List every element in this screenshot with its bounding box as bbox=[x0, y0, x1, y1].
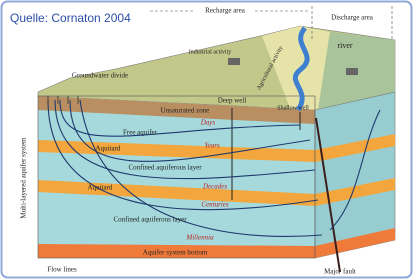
time-label: Days bbox=[200, 119, 216, 127]
fault-label: Major fault bbox=[324, 268, 356, 276]
layer-label: Aquitard bbox=[88, 184, 113, 192]
time-label: Decades bbox=[202, 183, 227, 191]
layer-label: Free aquifer bbox=[123, 129, 158, 137]
industrial-label: Industrial activity bbox=[189, 49, 232, 55]
time-label: Centuries bbox=[201, 201, 228, 209]
factory-icon bbox=[346, 68, 358, 75]
layer-label: Confined aquiferous layer bbox=[128, 164, 202, 172]
source: Quelle: Cornaton 2004 bbox=[10, 11, 131, 25]
discharge-area: Discharge area bbox=[331, 14, 374, 22]
side-label: Multi-layered aquifer system bbox=[20, 137, 28, 219]
recharge-area: Recharge area bbox=[205, 7, 246, 15]
deep-well-label: Deep well bbox=[218, 97, 247, 105]
river-label: river bbox=[337, 41, 352, 50]
time-label: Millennia bbox=[185, 234, 214, 242]
shallow-well-label: Shallow well bbox=[277, 105, 309, 111]
layer-label: Aquitard bbox=[96, 145, 121, 153]
layer-label: Confined aquiferous layer bbox=[113, 216, 187, 224]
layer-label: Unsaturated zone bbox=[161, 107, 210, 115]
factory-icon bbox=[228, 58, 240, 65]
time-label: Years bbox=[204, 142, 220, 150]
divide-label: Groundwater divide bbox=[72, 72, 128, 80]
flow-lines-label: Flow lines bbox=[47, 266, 77, 274]
diagram: Quelle: Cornaton 2004 Recharge area Disc… bbox=[0, 0, 413, 279]
layer-label: Aquifer system bottom bbox=[143, 249, 208, 257]
